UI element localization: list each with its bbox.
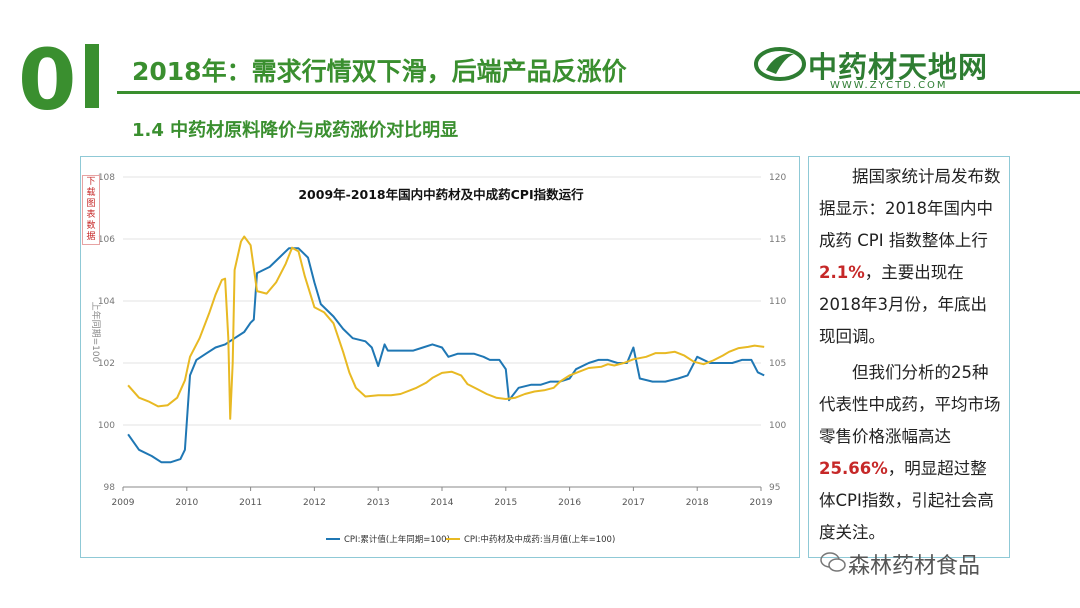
x-tick-label: 2016: [558, 498, 581, 508]
y-right-tick-label: 105: [769, 359, 786, 369]
paragraph-1: 据国家统计局发布数据显示：2018年国内中成药 CPI 指数整体上行 2.1%，主…: [819, 161, 1003, 353]
x-tick-label: 2009: [112, 498, 135, 508]
y-right-tick-label: 110: [769, 297, 786, 307]
x-tick-label: 2018: [686, 498, 709, 508]
x-tick-label: 2015: [494, 498, 517, 508]
wechat-icon: [820, 552, 846, 572]
title-underline: [117, 91, 1080, 94]
legend-label-1: CPI:累计值(上年同期=100): [344, 534, 450, 545]
logo-url: WWW.ZYCTD.COM: [830, 80, 948, 91]
watermark-text: 森林药材食品: [848, 554, 981, 579]
slide-subtitle: 1.4 中药材原料降价与成药涨价对比明显: [132, 120, 459, 141]
logo-text: 中药材天地网: [808, 50, 989, 84]
logo-leaf-icon: [754, 47, 806, 81]
series-line-2: [127, 235, 765, 420]
legend-label-2: CPI:中药材及中成药:当月值(上年=100): [464, 534, 615, 545]
x-tick-label: 2014: [431, 498, 454, 508]
download-chart-data-button[interactable]: 下载图表数据: [82, 175, 100, 245]
cpi-line-chart: 2009年-2018年国内中药材及中成药CPI指数运行 98 100 102 104 10…: [90, 173, 786, 545]
p1-highlight: 2.1%: [819, 263, 865, 282]
y-left-tick-label: 98: [104, 483, 116, 493]
x-tick-label: 2017: [622, 498, 645, 508]
slide-title: 2018年：需求行情双下滑，后端产品反涨价: [132, 57, 627, 86]
y-right-tick-label: 115: [769, 235, 786, 245]
p2-highlight: 25.66%: [819, 459, 888, 478]
section-number: 0: [18, 31, 76, 129]
y-left-tick-label: 104: [98, 297, 115, 307]
y-right-tick-label: 100: [769, 421, 786, 431]
paragraph-2: 但我们分析的25种代表性中成药，平均市场零售价格涨幅高达 25.66%，明显超过整…: [819, 357, 1003, 549]
y-right-tick-label: 120: [769, 173, 786, 183]
y-left-tick-label: 100: [98, 421, 115, 431]
p1-text-a: 据国家统计局发布数据显示：2018年国内中成药 CPI 指数整体上行: [819, 167, 1001, 250]
chart-panel: 2009年-2018年国内中药材及中成药CPI指数运行 98 100 102 104 10…: [80, 156, 800, 558]
p2-text-a: 但我们分析的25种代表性中成药，平均市场零售价格涨幅高达: [819, 363, 1001, 446]
x-tick-label: 2011: [239, 498, 262, 508]
text-panel: 据国家统计局发布数据显示：2018年国内中成药 CPI 指数整体上行 2.1%，主…: [808, 156, 1010, 558]
x-tick-label: 2013: [367, 498, 390, 508]
x-tick-label: 2012: [303, 498, 326, 508]
x-tick-label: 2019: [750, 498, 773, 508]
y-left-tick-label: 108: [98, 173, 115, 183]
y-left-tick-label: 106: [98, 235, 115, 245]
y-right-tick-label: 95: [769, 483, 780, 493]
section-bar: [85, 44, 99, 108]
x-tick-label: 2010: [175, 498, 198, 508]
y-left-axis-label: 上年同期=100: [90, 302, 102, 363]
series-line-1: [127, 247, 765, 464]
p1-text-b: ，主要出现在2018年3月份，年底出现回调。: [819, 263, 987, 346]
chart-title: 2009年-2018年国内中药材及中成药CPI指数运行: [298, 187, 584, 202]
p2-text-b: ，明显超过整体CPI指数，引起社会高度关注。: [819, 459, 994, 542]
y-left-tick-label: 102: [98, 359, 115, 369]
